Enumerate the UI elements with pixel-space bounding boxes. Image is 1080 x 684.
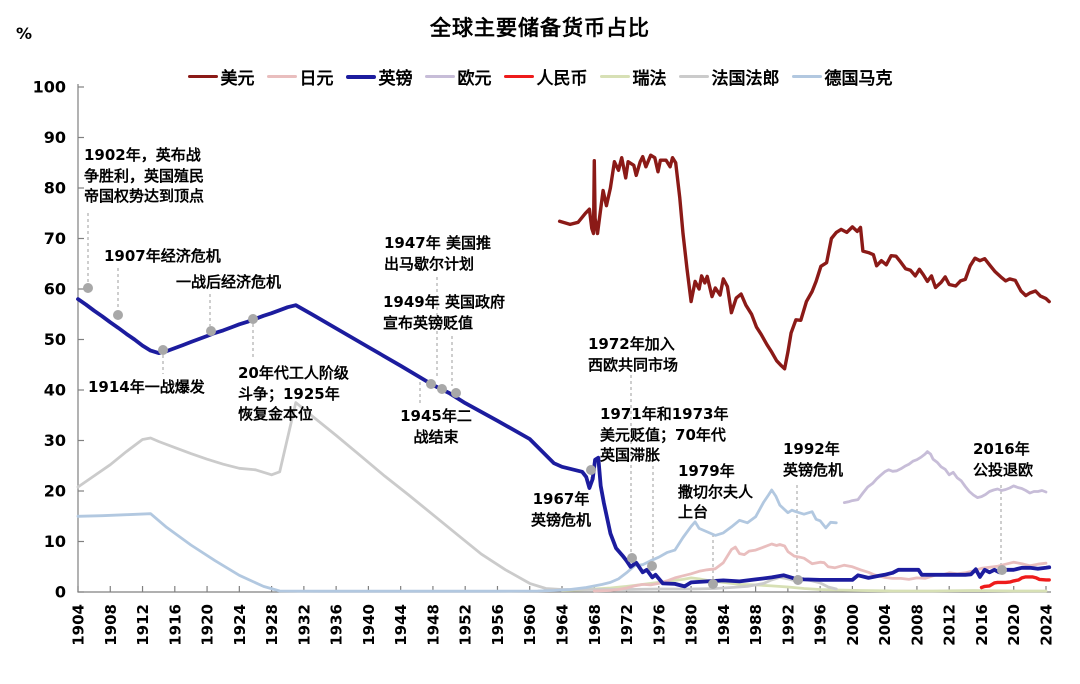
x-tick-label: 1964 [554,604,572,646]
x-tick-label: 1948 [424,604,442,646]
x-tick-label: 1984 [715,604,733,646]
legend-swatch-eur [424,75,455,78]
x-tick-label: 2004 [876,604,894,646]
x-tick-label: 1944 [392,604,410,646]
x-tick-label: 1940 [360,604,378,646]
anno-1972-marker-dot [627,553,637,563]
x-tick-label: 1920 [199,604,217,646]
x-tick-label: 1992 [779,604,797,646]
y-tick-label: 30 [44,431,66,450]
legend-label-usd: 美元 [220,69,255,89]
legend-swatch-usd [187,75,218,78]
legend-item-jpy: 日元 [266,64,334,89]
series-line-dem [76,488,838,593]
anno-1947-marker-dot [426,379,436,389]
legend-item-cny: 人民币 [503,64,588,89]
legend-label-eur: 欧元 [457,69,492,89]
anno-1979-marker-dot [708,579,718,589]
legend-swatch-gbp [345,74,376,79]
anno-postww1-marker-dot [206,326,216,336]
legend-swatch-chf [599,75,630,78]
anno-1907-marker-dot [113,310,123,320]
y-tick-label: 40 [44,381,66,400]
chart-title: 全球主要储备货币占比 [430,16,650,40]
legend-swatch-dem [791,75,822,78]
x-tick-label: 1968 [586,604,604,646]
legend-swatch-cny [503,75,534,78]
x-tick-label: 1980 [683,604,701,646]
x-tick-label: 2024 [1038,604,1056,646]
x-tick-label: 2008 [908,604,926,646]
x-tick-label: 1924 [231,604,249,646]
anno-1992-marker-dot [793,575,803,585]
legend-label-cny: 人民币 [536,69,588,89]
legend-item-chf: 瑞法 [599,64,667,89]
x-tick-label: 1952 [457,604,475,646]
series-line-cny [979,575,1051,590]
x-tick-label: 1932 [295,604,313,646]
y-tick-label: 10 [44,532,66,551]
x-tick-label: 1916 [166,604,184,646]
anno-1925-marker-dot [248,314,258,324]
legend-item-frf: 法国法郎 [678,64,780,89]
y-tick-label: 20 [44,482,66,501]
x-tick-label: 2000 [844,604,862,646]
x-tick-label: 1908 [102,604,120,646]
y-tick-label: 50 [44,330,66,349]
x-tick-label: 1956 [489,604,507,646]
x-tick-label: 1976 [650,604,668,646]
y-tick-label: 90 [44,128,66,147]
x-tick-label: 1912 [134,604,152,646]
x-tick-label: 2012 [941,604,959,646]
anno-1949-marker-dot [451,388,461,398]
legend-item-usd: 美元 [187,64,255,89]
legend-label-chf: 瑞法 [632,69,667,89]
series-line-eur [842,450,1048,504]
series-line-usd [557,153,1051,371]
legend-label-dem: 德国马克 [824,69,893,89]
legend-swatch-jpy [266,75,297,78]
anno-2016-marker-dot [997,565,1007,575]
x-tick-label: 1928 [263,604,281,646]
y-tick-label: 100 [33,78,66,97]
anno-1914-marker-dot [158,345,168,355]
legend-label-gbp: 英镑 [378,69,413,89]
legend-item-eur: 欧元 [424,64,492,89]
y-axis-unit-label: % [16,24,33,43]
legend-item-gbp: 英镑 [345,64,413,89]
y-tick-label: 80 [44,179,66,198]
x-tick-label: 1936 [328,604,346,646]
x-tick-label: 2020 [1005,604,1023,646]
series-line-gbp [76,297,1052,589]
legend-item-dem: 德国马克 [791,64,893,89]
x-tick-label: 2016 [973,604,991,646]
x-tick-label: 1972 [618,604,636,646]
y-tick-label: 60 [44,280,66,299]
anno-1902-marker-dot [83,283,93,293]
y-tick-label: 0 [55,583,66,602]
anno-1971-73-marker-dot [647,561,657,571]
x-tick-label: 1996 [812,604,830,646]
anno-1947-marker-dot [437,384,447,394]
y-tick-label: 70 [44,229,66,248]
legend-swatch-frf [678,75,709,78]
anno-1967-marker-dot [586,465,596,475]
legend: 美元 日元 英镑 欧元 人民币 瑞法 法国法郎 德国马克 [0,64,1080,89]
legend-label-jpy: 日元 [299,69,334,89]
x-tick-label: 1904 [70,604,88,646]
x-tick-label: 1988 [747,604,765,646]
legend-label-frf: 法国法郎 [711,69,780,89]
x-tick-label: 1960 [521,604,539,646]
